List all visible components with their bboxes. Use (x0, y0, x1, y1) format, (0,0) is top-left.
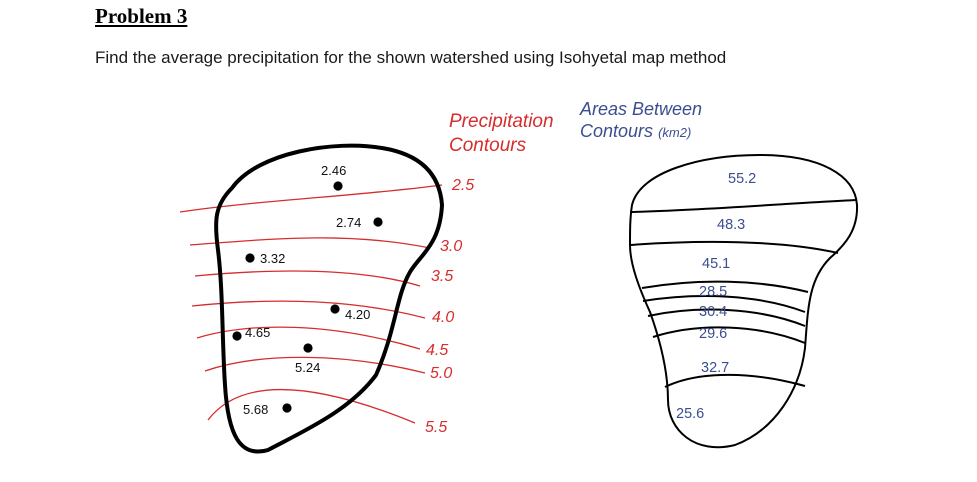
area-divider (652, 326, 806, 344)
station-label: 4.65 (245, 325, 270, 340)
contour-label: 2.5 (451, 177, 474, 194)
areas-heading: Areas Between (579, 99, 702, 119)
station-dot (373, 217, 383, 227)
area-divider (664, 373, 806, 388)
areas-heading-line2: Contours (580, 121, 653, 141)
watershed-boundary (214, 143, 445, 454)
station-label: 2.74 (336, 215, 361, 230)
station-label: 4.20 (345, 307, 370, 322)
area-divider (641, 280, 809, 293)
area-label: 32.7 (701, 360, 729, 376)
areas-heading: Contours (km2) (580, 121, 691, 141)
area-label: 45.1 (702, 256, 730, 272)
station-label: 2.46 (321, 163, 346, 178)
station-dot (245, 253, 255, 263)
isohyet-2-5 (179, 184, 443, 213)
rain-gauge-stations (232, 181, 383, 413)
contour-label: 3.0 (440, 238, 462, 255)
problem-question: Find the average precipitation for the s… (95, 48, 727, 67)
isohyet-lines (179, 184, 443, 424)
station-dot (330, 304, 340, 314)
area-divider (629, 240, 839, 254)
station-dot (303, 343, 313, 353)
area-divider (629, 199, 858, 213)
station-dot (333, 181, 343, 191)
area-divider (642, 295, 806, 313)
area-label: 48.3 (717, 217, 745, 233)
station-label: 3.32 (260, 251, 285, 266)
contour-label: 5.5 (425, 419, 447, 436)
contour-label: 3.5 (431, 268, 453, 285)
area-label: 28.5 (699, 284, 727, 300)
area-label: 55.2 (728, 171, 756, 187)
contours-heading: Precipitation (449, 111, 554, 132)
area-watershed-boundary (628, 153, 859, 449)
problem-title: Problem 3 (95, 4, 188, 28)
area-divider (647, 308, 806, 327)
isohyet-5-0 (204, 356, 426, 374)
station-dot (282, 403, 292, 413)
area-divider-lines (629, 199, 858, 388)
contour-label: 4.5 (426, 342, 448, 359)
isohyet-3-5 (194, 270, 421, 287)
station-label: 5.68 (243, 402, 268, 417)
isohyet-5-5 (207, 388, 416, 424)
isohyet-3-0 (189, 237, 431, 249)
area-label: 29.6 (699, 326, 727, 342)
contours-heading: Contours (449, 135, 527, 156)
contour-label: 5.0 (430, 365, 452, 382)
area-label: 25.6 (676, 406, 704, 422)
contour-label: 4.0 (432, 309, 454, 326)
areas-unit: (km2) (658, 125, 691, 140)
station-label: 5.24 (295, 360, 320, 375)
isohyet-4-0 (191, 300, 426, 319)
station-dot (232, 331, 242, 341)
area-label: 30.4 (699, 304, 727, 320)
